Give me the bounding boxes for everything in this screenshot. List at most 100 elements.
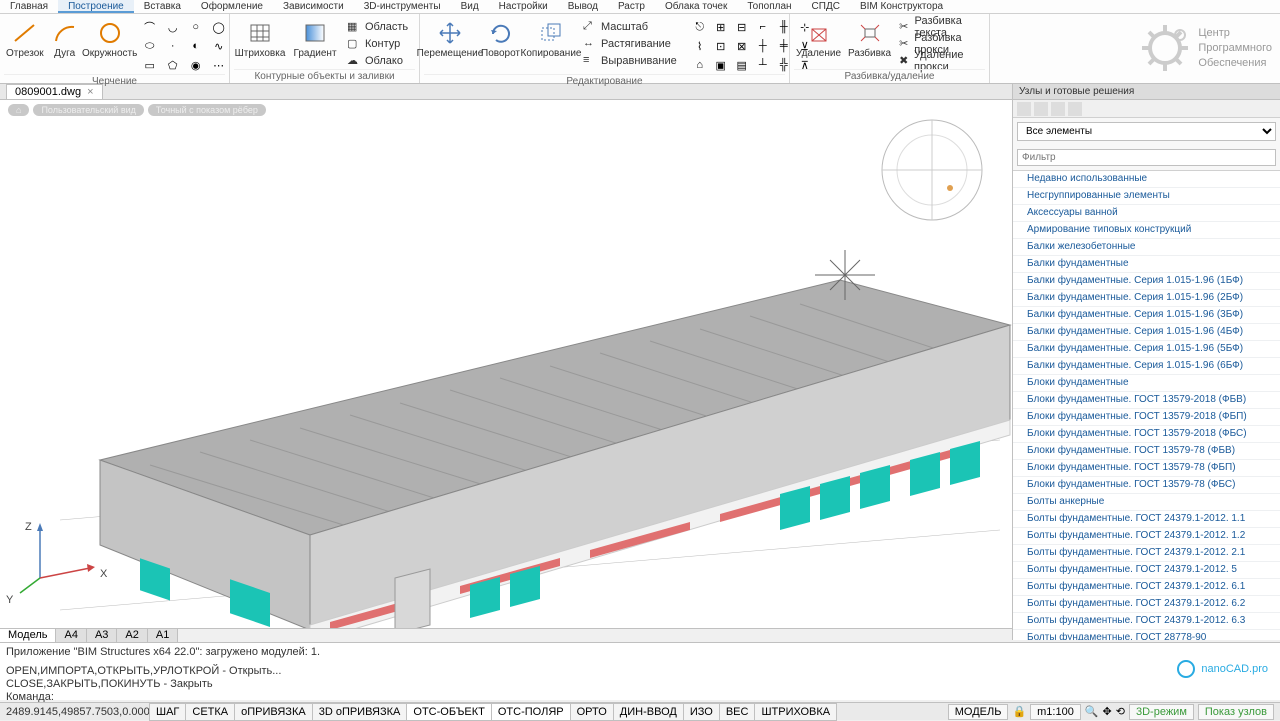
axis-y-label: Y: [6, 594, 13, 606]
toggle-ОРТО[interactable]: ОРТО: [570, 703, 614, 721]
arc-tool[interactable]: Дуга: [49, 18, 81, 61]
line-tool[interactable]: Отрезок: [4, 18, 46, 61]
delete-tool[interactable]: Удаление: [794, 18, 843, 61]
tree-item[interactable]: Болты фундаментные. ГОСТ 24379.1-2012. 1…: [1013, 511, 1280, 528]
align-tool[interactable]: ≡Выравнивание: [580, 52, 680, 69]
tree-item[interactable]: Армирование типовых конструкций: [1013, 222, 1280, 239]
delete-proxy-tool[interactable]: ✖Удаление прокси: [896, 52, 985, 69]
explode-tool[interactable]: Разбивка: [846, 18, 893, 61]
move-tool[interactable]: Перемещение: [424, 18, 476, 61]
layout-tab-Модель[interactable]: Модель: [0, 629, 56, 642]
toggle-ОТС-ПОЛЯР[interactable]: ОТС-ПОЛЯР: [491, 703, 571, 721]
tree-item[interactable]: Блоки фундаментные. ГОСТ 13579-2018 (ФБП…: [1013, 409, 1280, 426]
stretch-tool[interactable]: ↔Растягивание: [580, 35, 680, 52]
menu-Облака точек[interactable]: Облака точек: [655, 0, 737, 13]
scale-tool[interactable]: ⤢Масштаб: [580, 18, 680, 35]
tree-item[interactable]: Болты фундаментные. ГОСТ 24379.1-2012. 6…: [1013, 596, 1280, 613]
tree-item[interactable]: Недавно использованные: [1013, 171, 1280, 188]
tree-item[interactable]: Болты анкерные: [1013, 494, 1280, 511]
menu-Оформление[interactable]: Оформление: [191, 0, 273, 13]
tree-item[interactable]: Балки железобетонные: [1013, 239, 1280, 256]
element-tree: Недавно использованныеНесгруппированные …: [1013, 170, 1280, 640]
coords-readout: 2489.9145,49857.7503,0.0000: [0, 706, 150, 718]
layout-tab-A1[interactable]: A1: [148, 629, 178, 642]
copy-tool[interactable]: Копирование: [525, 18, 577, 61]
region-tool[interactable]: ▦Область: [344, 18, 411, 35]
tree-item[interactable]: Болты фундаментные. ГОСТ 24379.1-2012. 6…: [1013, 579, 1280, 596]
layout-tab-A2[interactable]: A2: [117, 629, 147, 642]
category-select[interactable]: Все элементы: [1017, 122, 1276, 141]
menu-Главная[interactable]: Главная: [0, 0, 58, 13]
zoom-fit-icon[interactable]: 🔍: [1085, 705, 1099, 718]
tree-item[interactable]: Болты фундаментные. ГОСТ 24379.1-2012. 1…: [1013, 528, 1280, 545]
cloud-tool[interactable]: ☁Облако: [344, 52, 411, 69]
toggle-ВЕС[interactable]: ВЕС: [719, 703, 756, 721]
toggle-ИЗО[interactable]: ИЗО: [683, 703, 720, 721]
tree-item[interactable]: Несгруппированные элементы: [1013, 188, 1280, 205]
globe-icon: [1177, 660, 1195, 678]
menu-Вывод[interactable]: Вывод: [558, 0, 608, 13]
orbit-icon[interactable]: ⟲: [1116, 705, 1125, 718]
hatch-tool[interactable]: Штриховка: [234, 18, 286, 61]
menu-СПДС[interactable]: СПДС: [802, 0, 850, 13]
crumb-home-icon[interactable]: ⌂: [8, 104, 29, 116]
toggle-3D оПРИВЯЗКА[interactable]: 3D оПРИВЯЗКА: [312, 703, 408, 721]
ribbon: Отрезок Дуга Окружность ⌒◡○◯ ⬭·◐∿ ▭⬠◉⋯ Ч…: [0, 14, 1280, 84]
toggle-ШТРИХОВКА[interactable]: ШТРИХОВКА: [754, 703, 837, 721]
toggle-ОТС-ОБЪЕКТ[interactable]: ОТС-ОБЪЕКТ: [406, 703, 491, 721]
tree-item[interactable]: Болты фундаментные. ГОСТ 28778-90: [1013, 630, 1280, 640]
menu-Растр[interactable]: Растр: [608, 0, 655, 13]
list-view-icon[interactable]: [1034, 102, 1048, 116]
tree-item[interactable]: Блоки фундаментные. ГОСТ 13579-78 (ФБВ): [1013, 443, 1280, 460]
menu-Построение[interactable]: Построение: [58, 0, 134, 13]
nodes-pill[interactable]: Показ узлов: [1198, 704, 1274, 720]
command-line[interactable]: Приложение "BIM Structures x64 22.0": за…: [0, 642, 1280, 700]
lock-icon[interactable]: 🔒: [1012, 705, 1026, 718]
circle-tool[interactable]: Окружность: [84, 18, 136, 61]
refresh-icon[interactable]: [1051, 102, 1065, 116]
gradient-tool[interactable]: Градиент: [289, 18, 341, 61]
vendor-logo: ЦентрПрограммногоОбеспечения: [1140, 14, 1272, 82]
menu-Настройки[interactable]: Настройки: [489, 0, 558, 13]
mode-3d-pill[interactable]: 3D-режим: [1129, 704, 1194, 720]
tree-item[interactable]: Болты фундаментные. ГОСТ 24379.1-2012. 5: [1013, 562, 1280, 579]
tree-item[interactable]: Болты фундаментные. ГОСТ 24379.1-2012. 6…: [1013, 613, 1280, 630]
tree-item[interactable]: Блоки фундаментные. ГОСТ 13579-2018 (ФБВ…: [1013, 392, 1280, 409]
toggle-ДИН-ВВОД[interactable]: ДИН-ВВОД: [613, 703, 684, 721]
space-indicator[interactable]: МОДЕЛЬ: [948, 704, 1009, 720]
menu-3D-инструменты[interactable]: 3D-инструменты: [354, 0, 451, 13]
grid-view-icon[interactable]: [1017, 102, 1031, 116]
menu-Вид[interactable]: Вид: [451, 0, 489, 13]
tree-item[interactable]: Балки фундаментные. Серия 1.015-1.96 (2Б…: [1013, 290, 1280, 307]
tree-item[interactable]: Аксессуары ванной: [1013, 205, 1280, 222]
menu-BIM Конструктора[interactable]: BIM Конструктора: [850, 0, 953, 13]
toggle-оПРИВЯЗКА[interactable]: оПРИВЯЗКА: [234, 703, 313, 721]
tree-item[interactable]: Блоки фундаментные: [1013, 375, 1280, 392]
layout-tab-A4[interactable]: A4: [56, 629, 86, 642]
scale-select[interactable]: m1:100: [1030, 704, 1081, 720]
tree-item[interactable]: Болты фундаментные. ГОСТ 24379.1-2012. 2…: [1013, 545, 1280, 562]
tree-item[interactable]: Балки фундаментные. Серия 1.015-1.96 (5Б…: [1013, 341, 1280, 358]
toggle-СЕТКА[interactable]: СЕТКА: [185, 703, 235, 721]
tree-item[interactable]: Блоки фундаментные. ГОСТ 13579-78 (ФБП): [1013, 460, 1280, 477]
tree-item[interactable]: Балки фундаментные. Серия 1.015-1.96 (4Б…: [1013, 324, 1280, 341]
tree-item[interactable]: Балки фундаментные. Серия 1.015-1.96 (3Б…: [1013, 307, 1280, 324]
sync-icon[interactable]: [1068, 102, 1082, 116]
tree-item[interactable]: Блоки фундаментные. ГОСТ 13579-2018 (ФБС…: [1013, 426, 1280, 443]
view-cube[interactable]: [872, 110, 992, 230]
viewport[interactable]: ⌂ Пользовательский вид Точный с показом …: [0, 100, 1012, 628]
tree-item[interactable]: Блоки фундаментные. ГОСТ 13579-78 (ФБС): [1013, 477, 1280, 494]
toggle-ШАГ[interactable]: ШАГ: [149, 703, 186, 721]
tree-item[interactable]: Балки фундаментные. Серия 1.015-1.96 (6Б…: [1013, 358, 1280, 375]
pan-icon[interactable]: ✥: [1103, 705, 1112, 718]
menu-Топоплан[interactable]: Топоплан: [737, 0, 801, 13]
layout-tab-A3[interactable]: A3: [87, 629, 117, 642]
rotate-tool[interactable]: Поворот: [479, 18, 522, 61]
filter-input[interactable]: [1017, 149, 1276, 166]
menu-Вставка[interactable]: Вставка: [134, 0, 191, 13]
tree-item[interactable]: Балки фундаментные: [1013, 256, 1280, 273]
boundary-tool[interactable]: ▢Контур: [344, 35, 411, 52]
menu-Зависимости[interactable]: Зависимости: [273, 0, 354, 13]
polyline-icon[interactable]: ⌒: [139, 18, 161, 36]
tree-item[interactable]: Балки фундаментные. Серия 1.015-1.96 (1Б…: [1013, 273, 1280, 290]
